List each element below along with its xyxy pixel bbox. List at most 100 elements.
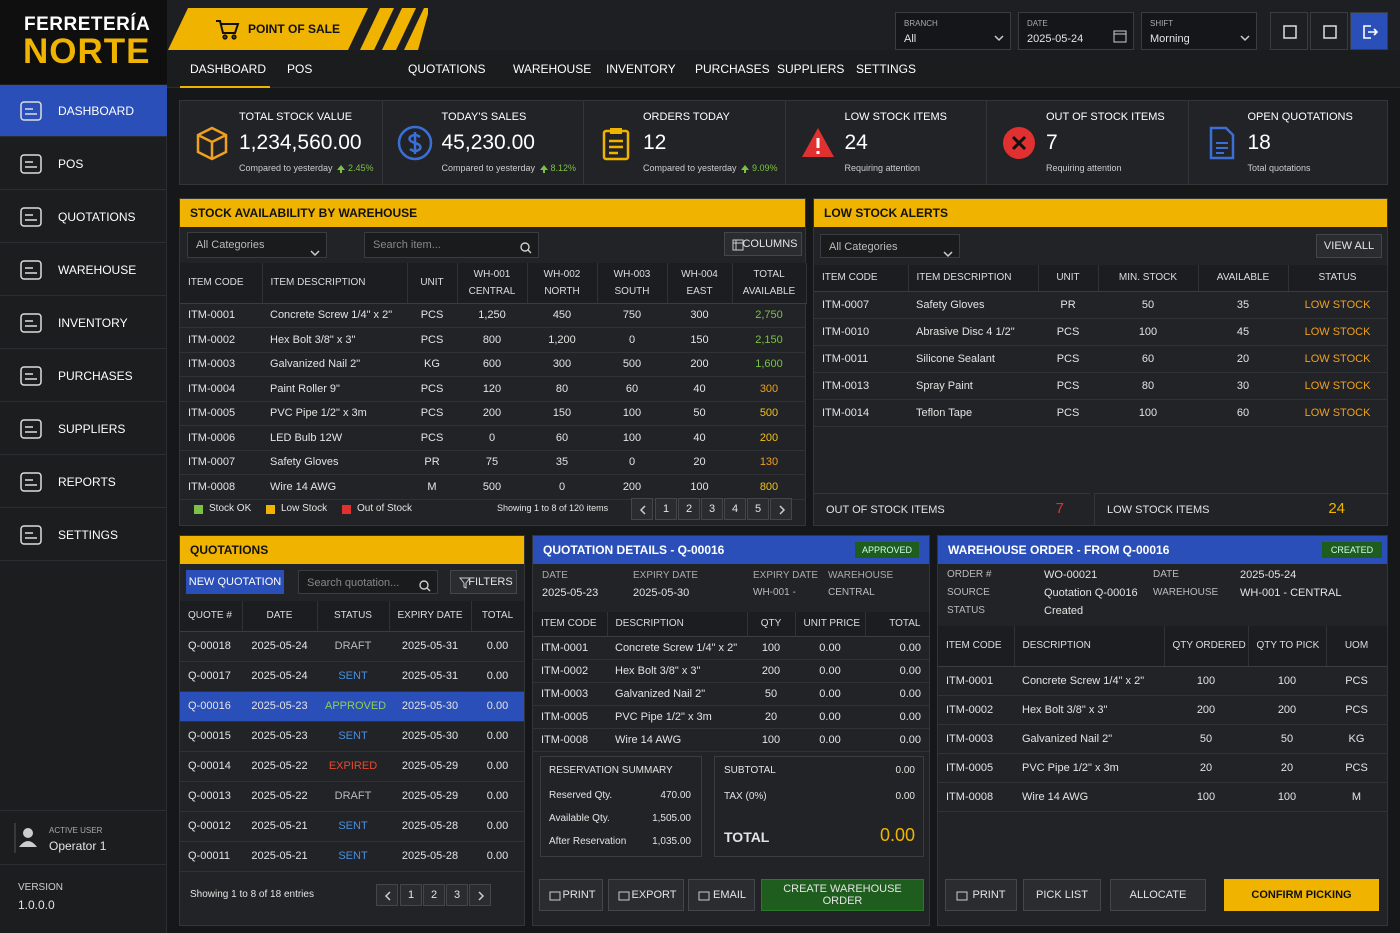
data-table: QUOTE # DATE STATUS EXPIRY DATE TOTAL Q-00018…	[180, 601, 525, 872]
pager-page[interactable]: 3	[701, 498, 723, 520]
action-button[interactable]: ALLOCATE	[1110, 879, 1206, 911]
nav-item[interactable]: WAREHOUSE	[0, 244, 167, 296]
table-row[interactable]: Q-00014 2025-05-22 EXPIRED 2025-05-29 0.00	[180, 751, 524, 782]
tab[interactable]: SUPPLIERS	[777, 62, 845, 76]
table-row[interactable]: ITM-0005 PVC Pipe 1/2" x 3m 20 20 PCS	[938, 753, 1387, 783]
table-row[interactable]: Q-00013 2025-05-22 DRAFT 2025-05-29 0.00	[180, 781, 524, 812]
nav-item[interactable]: QUOTATIONS	[0, 191, 167, 243]
pager-page[interactable]: 4	[724, 498, 746, 520]
action-button[interactable]: PRINT	[945, 879, 1017, 911]
pager-page[interactable]: 2	[678, 498, 700, 520]
action-button[interactable]: PICK LIST	[1023, 879, 1101, 911]
table-row[interactable]: ITM-0002 Hex Bolt 3/8" x 3" PCS 800 1,200 0 15…	[180, 327, 806, 353]
icon-button[interactable]	[1270, 12, 1308, 50]
filters-button[interactable]: FILTERS	[450, 570, 517, 594]
nav-item[interactable]: SUPPLIERS	[0, 403, 167, 455]
action-button[interactable]: PRINT	[539, 879, 603, 911]
column-header: ITEM DESCRIPTION	[262, 263, 408, 304]
showing-text: Showing 1 to 8 of 18 entries	[190, 889, 314, 900]
action-button[interactable]: CREATE WAREHOUSE ORDER	[761, 879, 924, 911]
column-header-line: WH-002	[543, 268, 581, 280]
table-row[interactable]: Q-00012 2025-05-21 SENT 2025-05-28 0.00	[180, 811, 524, 842]
total-value: 0.00	[895, 765, 915, 776]
cell: PCS	[1038, 345, 1098, 373]
table-row[interactable]: ITM-0005 PVC Pipe 1/2" x 3m 20 0.00 0.00	[533, 705, 929, 729]
category-select[interactable]: All Categories	[820, 234, 960, 258]
cell: M	[1326, 782, 1387, 812]
cell: PCS	[1038, 399, 1098, 427]
table-row[interactable]: ITM-0003 Galvanized Nail 2" KG 600 300 500 200…	[180, 352, 806, 377]
table-row[interactable]: ITM-0014 Teflon Tape PCS 100 60 LOW STOCK	[814, 399, 1387, 427]
table-row[interactable]: ITM-0008 Wire 14 AWG M 500 0 200 100 800	[180, 474, 806, 500]
view-all-button[interactable]: VIEW ALL	[1316, 234, 1382, 258]
kpi-label: OPEN QUOTATIONS	[1247, 111, 1353, 123]
table-row[interactable]: ITM-0013 Spray Paint PCS 80 30 LOW STOCK	[814, 372, 1387, 400]
table-row[interactable]: ITM-0008 Wire 14 AWG 100 0.00 0.00	[533, 728, 929, 752]
nav-item[interactable]: INVENTORY	[0, 297, 167, 349]
action-button[interactable]: EXPORT	[608, 879, 684, 911]
tab[interactable]: WAREHOUSE	[513, 62, 592, 76]
tab[interactable]: DASHBOARD	[190, 62, 267, 76]
table-row[interactable]: ITM-0006 LED Bulb 12W PCS 0 60 100 40 200	[180, 425, 806, 451]
filter[interactable]: DATE 2025-05-24	[1018, 12, 1134, 50]
table-row[interactable]: ITM-0001 Concrete Screw 1/4" x 2" PCS 1,250…	[180, 303, 806, 328]
columns-button[interactable]: COLUMNS	[724, 232, 802, 256]
table-row[interactable]: ITM-0003 Galvanized Nail 2" 50 0.00 0.00	[533, 682, 929, 706]
nav-item[interactable]: DASHBOARD	[0, 85, 167, 137]
filter[interactable]: SHIFT Morning	[1141, 12, 1257, 50]
nav-item[interactable]: REPORTS	[0, 456, 167, 508]
tab[interactable]: SETTINGS	[856, 62, 917, 76]
table-row[interactable]: ITM-0001 Concrete Screw 1/4" x 2" 100 100 PC…	[938, 666, 1387, 696]
table-row[interactable]: ITM-0002 Hex Bolt 3/8" x 3" 200 0.00 0.00	[533, 659, 929, 683]
pager-page[interactable]: 5	[747, 498, 769, 520]
icon	[458, 577, 472, 589]
table-row[interactable]: ITM-0003 Galvanized Nail 2" 50 50 KG	[938, 724, 1387, 754]
icon-button[interactable]	[1310, 12, 1348, 50]
pager-page[interactable]: 2	[423, 884, 445, 906]
table-row[interactable]: Q-00017 2025-05-24 SENT 2025-05-31 0.00	[180, 661, 524, 692]
pager-page[interactable]: 3	[446, 884, 468, 906]
table-row[interactable]: ITM-0007 Safety Gloves PR 75 35 0 20 130	[180, 450, 806, 475]
tab[interactable]: INVENTORY	[606, 62, 676, 76]
nav-item[interactable]: PURCHASES	[0, 350, 167, 402]
nav-item[interactable]: POS	[0, 138, 167, 190]
category-select[interactable]: All Categories	[187, 232, 327, 258]
table-row[interactable]: Q-00016 2025-05-23 APPROVED 2025-05-30 0.00	[180, 691, 524, 722]
pager-arrow[interactable]	[469, 884, 491, 906]
cell: 50	[1164, 724, 1248, 754]
pager-arrow[interactable]	[631, 498, 653, 520]
table-row[interactable]: ITM-0002 Hex Bolt 3/8" x 3" 200 200 PCS	[938, 695, 1387, 725]
cell: 0.00	[865, 728, 929, 752]
pager-page[interactable]: 1	[655, 498, 677, 520]
action-button[interactable]: EMAIL	[688, 879, 755, 911]
filter[interactable]: BRANCH All	[895, 12, 1011, 50]
column-header: TOTAL	[865, 612, 930, 637]
table-row[interactable]: ITM-0004 Paint Roller 9" PCS 120 80 60 40 300	[180, 376, 806, 402]
icon-button[interactable]	[1350, 12, 1388, 50]
cell: Safety Gloves	[908, 291, 1038, 319]
tab[interactable]: PURCHASES	[695, 62, 770, 76]
reservation-label: After Reservation	[549, 836, 627, 847]
table-row[interactable]: ITM-0011 Silicone Sealant PCS 60 20 LOW STOCK	[814, 345, 1387, 373]
search-input[interactable]: Search item...	[364, 232, 539, 258]
icon-graphic	[458, 577, 472, 589]
table-row[interactable]: ITM-0010 Abrasive Disc 4 1/2" PCS 100 45 LOW …	[814, 318, 1387, 346]
table-row[interactable]: Q-00011 2025-05-21 SENT 2025-05-28 0.00	[180, 841, 524, 872]
pager-arrow[interactable]	[770, 498, 792, 520]
table-row[interactable]: ITM-0001 Concrete Screw 1/4" x 2" 100 0.00 0…	[533, 636, 929, 660]
search-input[interactable]: Search quotation...	[298, 570, 438, 594]
new-quotation-button[interactable]: NEW QUOTATION	[186, 570, 284, 594]
table-row[interactable]: ITM-0008 Wire 14 AWG 100 100 M	[938, 782, 1387, 812]
pager-page[interactable]: 1	[400, 884, 422, 906]
field-label: EXPIRY DATE	[633, 570, 699, 581]
table-row[interactable]: ITM-0005 PVC Pipe 1/2" x 3m PCS 200 150 100 50…	[180, 401, 806, 426]
table-row[interactable]: ITM-0007 Safety Gloves PR 50 35 LOW STOCK	[814, 291, 1387, 319]
action-button[interactable]: CONFIRM PICKING	[1224, 879, 1379, 911]
tab[interactable]: POS	[287, 62, 313, 76]
tab[interactable]: QUOTATIONS	[408, 62, 486, 76]
pager-arrow[interactable]	[376, 884, 398, 906]
table-row[interactable]: Q-00018 2025-05-24 DRAFT 2025-05-31 0.00	[180, 631, 524, 662]
icon-graphic	[20, 472, 42, 492]
table-row[interactable]: Q-00015 2025-05-23 SENT 2025-05-30 0.00	[180, 721, 524, 752]
nav-item[interactable]: SETTINGS	[0, 509, 167, 561]
